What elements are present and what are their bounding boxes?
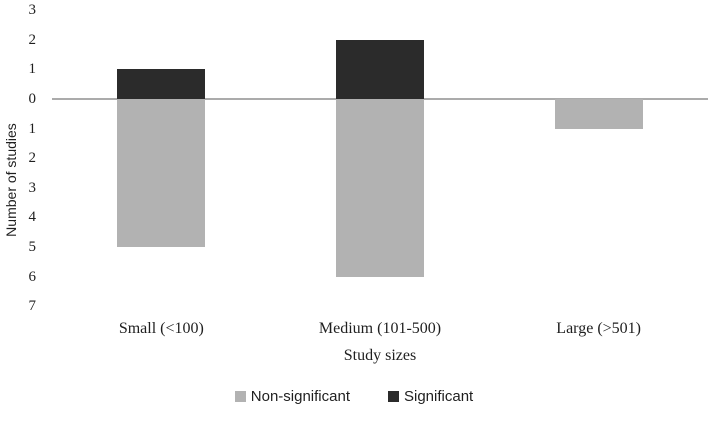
- legend-label-significant: Significant: [404, 388, 474, 405]
- legend-swatch-significant: [388, 391, 399, 402]
- y-tick-5: 2: [28, 150, 37, 167]
- x-category-label-large-501: Large (>501): [556, 320, 641, 337]
- y-tick-6: 3: [28, 179, 37, 196]
- y-tick-8: 5: [28, 239, 37, 255]
- x-axis-title: Study sizes: [343, 347, 417, 364]
- bar-non-significant-large-501: [554, 99, 643, 129]
- y-tick-7: 4: [28, 209, 37, 226]
- y-tick-4: 1: [28, 120, 37, 137]
- y-tick-0: 3: [28, 2, 37, 19]
- legend-item-significant: Significant: [388, 388, 473, 405]
- bar-non-significant-medium-101-500: [336, 99, 424, 277]
- legend-label-non-significant: Non-significant: [250, 388, 350, 405]
- x-category-label-medium-101-500: Medium (101-500): [318, 320, 442, 337]
- y-tick-10: 7: [28, 298, 37, 315]
- bar-significant-medium-101-500: [336, 39, 424, 99]
- y-tick-9: 6: [28, 268, 37, 285]
- legend: Non-significant Significant: [0, 388, 708, 405]
- x-category-label-small-100: Small (<100): [118, 320, 204, 337]
- bar-non-significant-small-100: [117, 99, 206, 247]
- legend-item-non-significant: Non-significant: [234, 388, 350, 405]
- legend-swatch-non-significant: [234, 391, 246, 402]
- y-tick-2: 1: [28, 61, 37, 78]
- y-tick-1: 2: [28, 31, 37, 48]
- bar-significant-small-100: [117, 69, 206, 99]
- y-tick-3: 0: [28, 91, 37, 107]
